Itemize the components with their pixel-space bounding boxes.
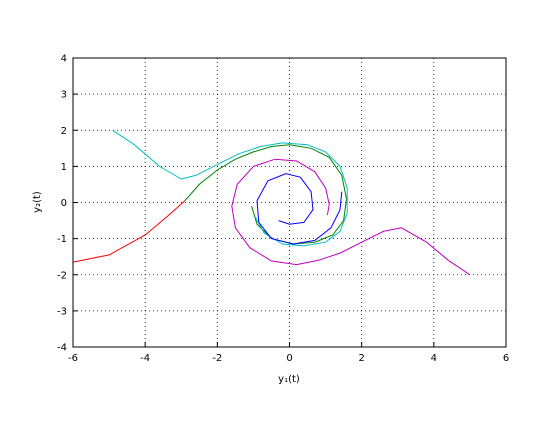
x-tick-label: 4	[431, 353, 437, 364]
y-tick-label: -4	[57, 343, 67, 354]
x-tick-label: -4	[140, 353, 150, 364]
y-tick-label: 0	[61, 198, 67, 209]
x-tick-label: 6	[503, 353, 509, 364]
series-line	[112, 129, 348, 247]
x-tick-label: -2	[212, 353, 222, 364]
y-tick-label: -3	[57, 306, 67, 317]
x-axis-label: y₁(t)	[278, 374, 300, 385]
y-axis-label: y₂(t)	[32, 191, 43, 213]
series-line	[231, 158, 471, 276]
x-tick-label: 0	[286, 353, 292, 364]
y-tick-label: 4	[61, 54, 67, 65]
y-tick-label: -1	[57, 234, 67, 245]
y-tick-label: -2	[57, 270, 67, 281]
y-tick-label: 1	[61, 162, 67, 173]
x-tick-label: 2	[358, 353, 364, 364]
y-tick-label: 3	[61, 90, 67, 101]
plot-frame	[72, 57, 507, 348]
y-tick-label: 2	[61, 126, 67, 137]
series-line	[256, 173, 343, 245]
series-line	[72, 200, 186, 263]
x-tick-label: -6	[68, 353, 78, 364]
